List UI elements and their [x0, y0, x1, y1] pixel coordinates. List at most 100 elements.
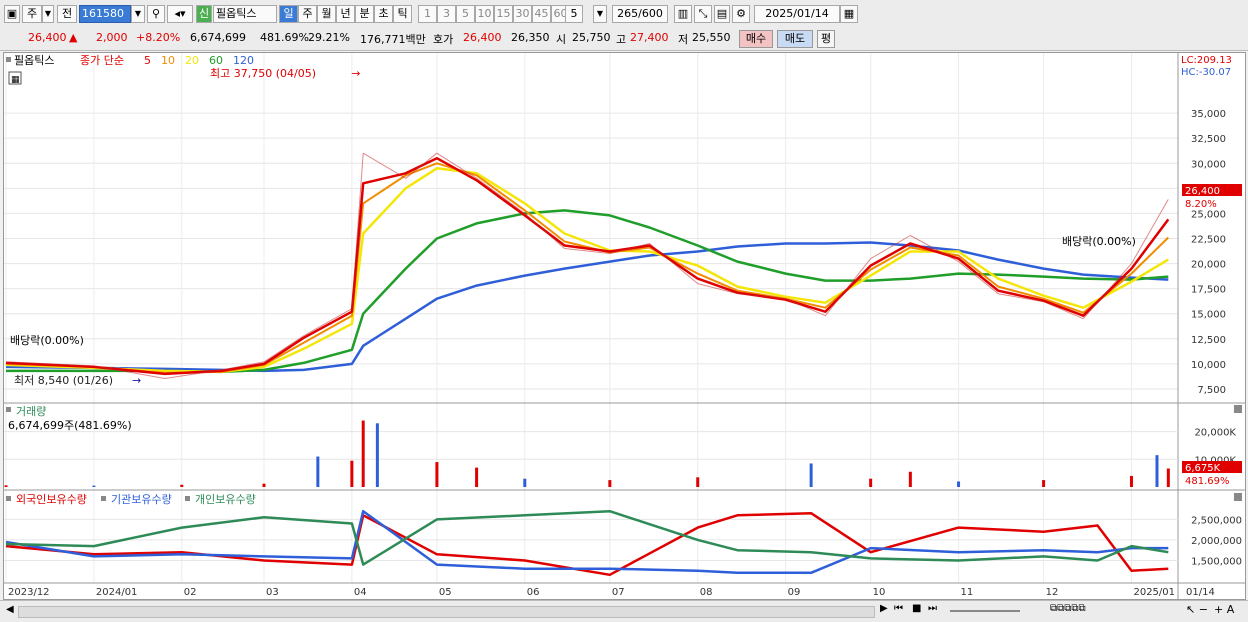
buy-button[interactable]: 매수 — [739, 30, 773, 48]
sell-button[interactable]: 매도 — [777, 30, 813, 48]
stop-icon[interactable]: ■ — [912, 603, 922, 614]
minute-option-10[interactable]: 10 — [475, 5, 494, 23]
panel-close-icon[interactable] — [1234, 405, 1242, 413]
scroll-left-icon[interactable]: ◀ — [6, 604, 14, 615]
volume-bar — [375, 423, 379, 487]
stock-legend-name[interactable]: 필옵틱스 — [14, 54, 54, 67]
interval-tab-0[interactable]: 일 — [279, 5, 298, 23]
calendar-icon[interactable]: ▦ — [840, 5, 858, 23]
volume-bar — [957, 481, 961, 487]
tick-value[interactable]: 5 — [565, 5, 583, 23]
ma-lines — [5, 152, 1170, 379]
ma-legend-item: 20 — [185, 54, 199, 67]
interval-tab-1[interactable]: 주 — [298, 5, 317, 23]
panel-close-icon[interactable] — [1234, 493, 1242, 501]
minute-option-45[interactable]: 45 — [532, 5, 551, 23]
zoom-out-icon[interactable]: ↖ − — [1186, 603, 1208, 616]
legend-square-icon — [6, 496, 11, 501]
play-icon[interactable]: ▶ — [880, 603, 888, 614]
interval-tab-4[interactable]: 분 — [355, 5, 374, 23]
draw-tool-icon[interactable]: ⤡ — [694, 5, 712, 23]
speaker-icon[interactable]: ◂▾ — [167, 5, 193, 23]
x-tick-label: 02 — [184, 587, 197, 598]
volume-grid: 10,000K 20,000K — [4, 428, 1236, 466]
minute-option-1[interactable]: 1 — [418, 5, 437, 23]
minute-option-3[interactable]: 3 — [437, 5, 456, 23]
chevron-down-icon[interactable]: ▼ — [42, 5, 54, 23]
volume-bars — [4, 420, 1170, 487]
date-field[interactable]: 2025/01/14 — [754, 5, 840, 23]
ma-legend-item: 10 — [161, 54, 175, 67]
horizontal-scrollbar[interactable] — [18, 606, 875, 618]
quote-bar: 26,400 ▲ 2,000 +8.20% 6,674,699 481.69% … — [0, 28, 1248, 51]
search-icon[interactable]: ⚲ — [147, 5, 165, 23]
interval-tab-2[interactable]: 월 — [317, 5, 336, 23]
x-tick-label: 06 — [527, 587, 540, 598]
gear-icon[interactable]: ⚙ — [732, 5, 750, 23]
holding-legend-item: 기관보유수량 — [111, 493, 172, 506]
x-tick-label: 04 — [354, 587, 367, 598]
volume-bar — [523, 478, 527, 487]
chevron-down-icon[interactable]: ▼ — [131, 5, 145, 23]
prev-button[interactable]: 전 — [57, 5, 77, 23]
chart-area[interactable]: 7,500 10,000 12,500 15,000 17,500 20,000 22,50… — [3, 52, 1246, 600]
volume-pct: 481.69% — [260, 31, 309, 44]
candle-icon[interactable]: ▥ — [674, 5, 692, 23]
rewind-icon[interactable]: ⏮ — [894, 603, 903, 614]
forward-icon[interactable]: ⏭ — [928, 603, 937, 614]
x-tick-label: 2025/01 — [1133, 587, 1175, 598]
interval-tab-6[interactable]: 틱 — [393, 5, 412, 23]
lc-label: LC:209.13 — [1181, 55, 1232, 66]
close-line — [5, 152, 1169, 379]
x-tick-label: 12 — [1046, 587, 1059, 598]
price-tick-label: 35,000 — [1191, 109, 1226, 120]
price-tick-label: 10,000 — [1191, 360, 1226, 371]
holding-series-line — [5, 509, 1169, 575]
window-menu-icon[interactable]: ▣ — [4, 5, 20, 23]
volume-bar — [475, 467, 479, 487]
count-total: /600 — [638, 7, 663, 20]
minute-option-30[interactable]: 30 — [513, 5, 532, 23]
ma-legend-label[interactable]: 종가 단순 — [80, 54, 124, 67]
zoom-slider[interactable] — [950, 610, 1020, 612]
ma-legend-item: 5 — [144, 54, 151, 67]
price-tick-label: 30,000 — [1191, 159, 1226, 170]
volume-title[interactable]: 거래량 — [16, 405, 46, 418]
interval-tab-5[interactable]: 초 — [374, 5, 393, 23]
current-pct-label: 8.20% — [1185, 199, 1217, 210]
legend-square-icon — [6, 407, 11, 412]
price-tick-label: 15,000 — [1191, 310, 1226, 321]
hc-label: HC:-30.07 — [1181, 67, 1231, 78]
trade-amount: 176,771백만 — [360, 33, 426, 46]
interval-tab-3[interactable]: 년 — [336, 5, 355, 23]
price-tick-label: 20,000 — [1191, 260, 1226, 271]
ask-label: 호가 — [433, 33, 454, 46]
volume-tick-label: 10,000K — [1194, 455, 1236, 466]
volume-bar — [809, 463, 813, 487]
holding-tick-label: 2,500,000 — [1191, 515, 1242, 526]
volume-bar — [316, 456, 320, 487]
chart-svg[interactable]: 7,500 10,000 12,500 15,000 17,500 20,000 22,50… — [4, 53, 1245, 599]
low-label: 저 — [678, 33, 689, 46]
legend-square-icon — [185, 496, 190, 501]
stock-code-input[interactable]: 161580 — [79, 5, 131, 23]
chevron-down-icon[interactable]: ▼ — [593, 5, 607, 23]
minute-option-15[interactable]: 15 — [494, 5, 513, 23]
minute-option-5[interactable]: 5 — [456, 5, 475, 23]
volume-value-box — [1182, 461, 1242, 473]
high-label: 고 — [616, 33, 627, 46]
volume-tick-label: 20,000K — [1194, 428, 1236, 439]
layout-icon[interactable]: ⧉⧉⧉⧉⧉ — [1050, 603, 1086, 614]
zoom-in-icon[interactable]: + A — [1214, 603, 1235, 616]
count-field[interactable]: 265/600 — [612, 5, 668, 23]
calculator-icon[interactable] — [8, 71, 22, 85]
volume-right-pct: 481.69% — [1185, 476, 1230, 487]
x-tick-label: 09 — [788, 587, 801, 598]
save-icon[interactable]: ▤ — [714, 5, 730, 23]
price-grid — [4, 53, 1178, 583]
price-tick-label: 32,500 — [1191, 134, 1226, 145]
ma-legend-item: 120 — [233, 54, 254, 67]
eval-button[interactable]: 평 — [817, 30, 835, 48]
period-type-select[interactable]: 주 — [22, 5, 42, 23]
volume-bar — [869, 478, 873, 487]
